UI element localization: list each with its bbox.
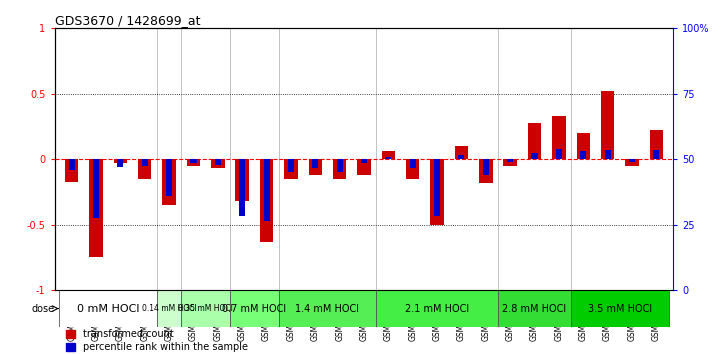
Bar	[309, 159, 322, 175]
Bar	[601, 91, 614, 159]
Bar	[117, 159, 124, 167]
Bar	[430, 159, 444, 225]
Bar	[649, 131, 663, 159]
Bar	[498, 290, 571, 327]
Bar	[504, 159, 517, 166]
Bar	[333, 159, 347, 179]
Bar	[625, 159, 638, 166]
Text: 0.14 mM HOCl: 0.14 mM HOCl	[142, 304, 197, 313]
Text: 0.35 mM HOCl: 0.35 mM HOCl	[178, 304, 233, 313]
Bar	[157, 290, 181, 327]
Bar	[483, 159, 489, 175]
Legend: transformed count, percentile rank within the sample: transformed count, percentile rank withi…	[66, 329, 248, 352]
Bar	[571, 290, 668, 327]
Bar	[264, 159, 269, 221]
Bar	[65, 159, 79, 182]
Bar	[191, 159, 197, 163]
Bar	[381, 152, 395, 159]
Bar	[455, 146, 468, 159]
Text: 0.7 mM HOCl: 0.7 mM HOCl	[222, 304, 286, 314]
Bar	[376, 290, 498, 327]
Bar	[142, 159, 148, 166]
Bar	[406, 159, 419, 179]
Bar	[239, 159, 245, 216]
Text: dose: dose	[32, 304, 55, 314]
Bar	[577, 133, 590, 159]
Bar	[279, 290, 376, 327]
Bar	[580, 152, 586, 159]
Bar	[336, 159, 343, 172]
Bar	[93, 159, 99, 218]
Bar	[653, 150, 660, 159]
Bar	[187, 159, 200, 166]
Bar	[211, 159, 224, 169]
Bar	[604, 150, 611, 159]
Bar	[410, 159, 416, 169]
Bar	[181, 290, 230, 327]
Bar	[215, 159, 221, 165]
Bar	[459, 155, 464, 159]
Bar	[629, 159, 635, 162]
Bar	[260, 159, 273, 242]
Bar	[361, 159, 367, 163]
Bar	[68, 159, 75, 170]
Bar	[288, 159, 294, 172]
Bar	[479, 159, 493, 183]
Bar	[235, 159, 249, 201]
Bar	[553, 116, 566, 159]
Text: 0 mM HOCl: 0 mM HOCl	[77, 304, 140, 314]
Bar	[556, 149, 562, 159]
Bar	[528, 122, 541, 159]
Text: 2.1 mM HOCl: 2.1 mM HOCl	[405, 304, 469, 314]
Bar	[166, 159, 172, 196]
Text: 2.8 mM HOCl: 2.8 mM HOCl	[502, 304, 566, 314]
Text: 3.5 mM HOCl: 3.5 mM HOCl	[587, 304, 652, 314]
Bar	[385, 157, 392, 159]
Bar	[90, 159, 103, 257]
Bar	[230, 290, 279, 327]
Bar	[434, 159, 440, 216]
Bar	[507, 159, 513, 162]
Bar	[114, 159, 127, 163]
Text: 1.4 mM HOCl: 1.4 mM HOCl	[296, 304, 360, 314]
Bar	[312, 159, 318, 169]
Bar	[357, 159, 371, 175]
Bar	[284, 159, 298, 179]
Bar	[162, 159, 175, 205]
Bar	[531, 153, 537, 159]
Bar	[138, 159, 151, 179]
Text: GDS3670 / 1428699_at: GDS3670 / 1428699_at	[55, 14, 200, 27]
Bar	[60, 290, 157, 327]
